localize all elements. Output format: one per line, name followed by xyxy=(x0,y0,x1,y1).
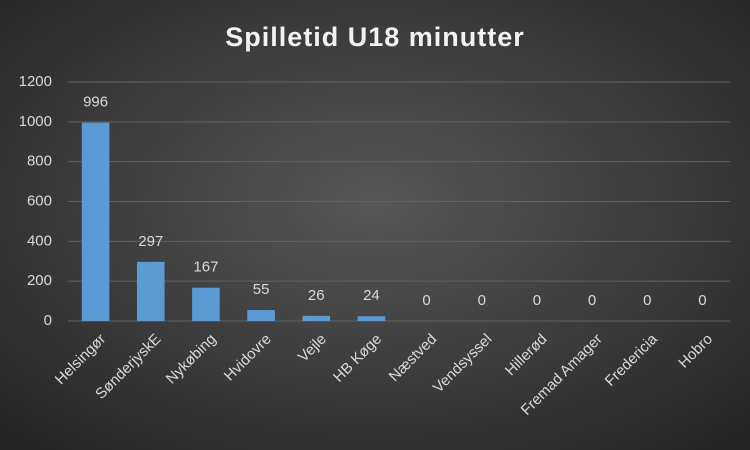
bar xyxy=(136,261,165,321)
data-label: 0 xyxy=(533,292,541,309)
bar xyxy=(81,122,110,321)
data-label: 24 xyxy=(363,287,380,304)
y-tick-label: 800 xyxy=(27,153,52,170)
data-label: 55 xyxy=(253,281,270,298)
data-label: 26 xyxy=(308,287,325,304)
y-tick-label: 400 xyxy=(27,232,52,249)
y-tick-label: 1200 xyxy=(19,73,52,90)
bar xyxy=(192,287,220,321)
data-label: 0 xyxy=(698,292,706,309)
chart-title: Spilletid U18 minutter xyxy=(225,22,525,52)
data-label: 0 xyxy=(588,292,596,309)
data-label: 167 xyxy=(193,259,218,276)
data-label: 0 xyxy=(422,292,430,309)
data-label: 0 xyxy=(478,292,486,309)
bar xyxy=(302,315,331,321)
y-tick-label: 600 xyxy=(27,192,52,209)
y-tick-label: 0 xyxy=(44,312,52,329)
data-label: 996 xyxy=(83,94,108,111)
y-tick-label: 200 xyxy=(27,272,52,289)
data-label: 297 xyxy=(138,233,163,250)
data-label: 0 xyxy=(643,292,651,309)
y-tick-label: 1000 xyxy=(19,113,52,130)
bar xyxy=(247,310,275,321)
bar xyxy=(357,316,386,321)
